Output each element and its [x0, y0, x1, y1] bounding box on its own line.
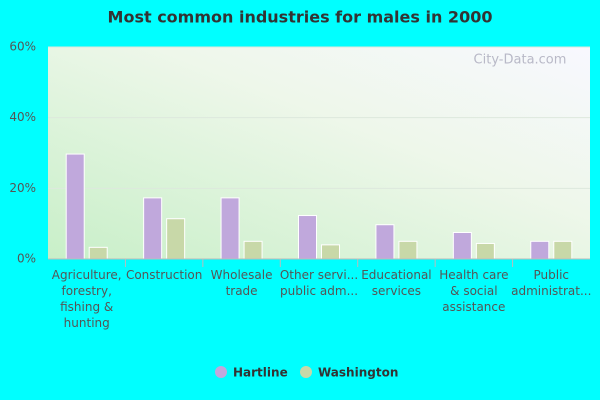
x-tick-label: Educational services: [361, 268, 431, 298]
bar: [298, 215, 317, 260]
x-tick-label: Public administrat...: [511, 268, 591, 298]
bar: [553, 240, 573, 260]
bar: [65, 153, 85, 260]
x-tick-label: Other servi... public adm...: [280, 268, 358, 298]
bar: [452, 232, 472, 260]
bar: [375, 224, 395, 260]
bar: [143, 197, 163, 260]
bar: [530, 240, 550, 260]
y-tick-label: 20%: [9, 181, 36, 195]
plot-area: [48, 47, 590, 259]
watermark: City-Data.com: [474, 53, 567, 68]
x-tick-label: Wholesale trade: [211, 268, 273, 298]
x-tick-label: Construction: [126, 268, 202, 282]
bar: [220, 197, 240, 260]
bar: [321, 244, 340, 260]
legend-marker: [215, 366, 227, 378]
bar: [243, 240, 263, 260]
legend-label: Hartline: [233, 366, 288, 380]
bar: [166, 218, 186, 260]
y-tick-label: 40%: [9, 110, 36, 124]
bar: [88, 246, 108, 260]
legend-label: Washington: [318, 366, 398, 380]
chart-title: Most common industries for males in 2000: [108, 8, 493, 27]
legend-marker: [300, 366, 312, 378]
bar: [398, 240, 418, 260]
y-tick-label: 0%: [17, 252, 36, 266]
y-tick-label: 60%: [9, 40, 36, 54]
x-tick-label: Health care & social assistance: [439, 268, 508, 314]
bar: [475, 242, 495, 260]
x-tick-label: Agriculture, forestry, fishing & hunting: [52, 268, 122, 330]
